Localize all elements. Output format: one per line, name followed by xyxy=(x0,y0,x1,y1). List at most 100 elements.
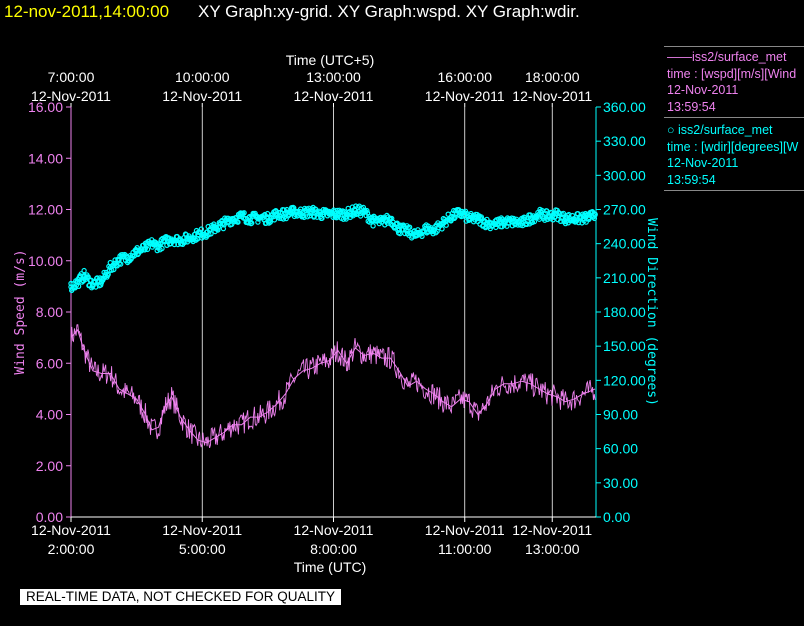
bottom-tick-time: 11:00:00 xyxy=(438,541,492,557)
right-tick-label: 120.00 xyxy=(603,372,646,388)
wdir-point xyxy=(396,226,402,232)
bottom-tick-time: 2:00:00 xyxy=(48,541,95,557)
circle-marker-icon: ○ xyxy=(667,123,679,137)
top-tick-date: 12-Nov-2011 xyxy=(512,88,592,104)
wdir-point xyxy=(518,220,525,226)
wdir-marker xyxy=(311,213,318,219)
left-tick-label: 2.00 xyxy=(36,458,63,474)
wdir-point xyxy=(361,209,367,215)
wdir-point xyxy=(422,226,429,232)
wdir-marker xyxy=(271,217,278,223)
wdir-point xyxy=(536,211,542,217)
legend-wdir-variable: time : [wdir][degrees][W xyxy=(667,139,799,154)
left-tick-label: 8.00 xyxy=(36,304,63,320)
wdir-point xyxy=(142,245,149,251)
wdir-point xyxy=(300,210,306,216)
wdir-point xyxy=(317,211,324,217)
wdir-point xyxy=(457,210,464,216)
right-tick-label: 180.00 xyxy=(603,304,646,320)
wdir-point xyxy=(343,211,350,217)
wdir-marker xyxy=(235,219,241,225)
wdir-marker xyxy=(542,217,548,223)
wdir-marker xyxy=(248,220,255,226)
x-gridlines xyxy=(201,107,553,517)
wdir-point xyxy=(405,228,411,234)
top-tick-date: 12-Nov-2011 xyxy=(425,88,505,104)
legend-wspd-time: 13:59:54 xyxy=(667,99,716,114)
right-tick-label: 90.00 xyxy=(603,407,638,423)
wdir-point xyxy=(98,278,105,284)
wdir-point xyxy=(81,272,87,279)
series-wspd xyxy=(70,324,596,449)
left-tick-label: 4.00 xyxy=(36,407,63,423)
wdir-point xyxy=(256,214,262,221)
right-tick-label: 210.00 xyxy=(603,270,646,286)
wdir-point xyxy=(387,215,394,222)
wdir-marker xyxy=(208,231,214,237)
right-tick-label: 360.00 xyxy=(603,99,646,115)
legend-wspd-series: ——iss2/surface_met xyxy=(667,50,787,64)
wdir-marker xyxy=(575,219,582,226)
right-tick-label: 240.00 xyxy=(603,236,646,252)
wdir-marker xyxy=(241,210,247,216)
left-axis-ticks: 0.00 2.00 4.00 6.00 8.00 10.00 12.00 14.00 16.00 xyxy=(28,99,71,525)
wdir-point xyxy=(466,215,472,222)
wdir-point xyxy=(527,215,534,222)
legend-wdir-time: 13:59:54 xyxy=(667,172,716,187)
wdir-point xyxy=(221,220,227,226)
right-tick-label: 60.00 xyxy=(603,441,638,457)
wdir-point xyxy=(571,215,577,222)
wdir-point xyxy=(308,209,315,215)
wdir-marker xyxy=(117,261,124,267)
wdir-point xyxy=(562,215,569,222)
wdir-marker xyxy=(68,280,74,287)
wdir-point xyxy=(448,213,455,219)
wdir-point xyxy=(413,232,420,239)
left-axis-title: Wind Speed (m/s) xyxy=(13,249,28,374)
wdir-point xyxy=(133,248,140,255)
wdir-point xyxy=(247,215,254,222)
series-wdir xyxy=(68,203,598,294)
wdir-point xyxy=(273,211,280,217)
wdir-point xyxy=(492,221,499,227)
wdir-point xyxy=(580,215,586,222)
right-tick-label: 30.00 xyxy=(603,475,638,491)
wdir-point xyxy=(230,215,236,222)
bottom-tick-date: 12-Nov-2011 xyxy=(294,522,374,538)
wdir-point xyxy=(265,215,271,222)
wdir-point xyxy=(370,218,376,224)
legend-wspd-variable: time : [wspd][m/s][Wind xyxy=(667,66,797,81)
wdir-point xyxy=(90,282,96,288)
wdir-point xyxy=(203,229,210,235)
wdir-marker xyxy=(154,247,160,254)
wdir-point xyxy=(440,220,446,226)
series-layer xyxy=(68,203,598,449)
wdir-point xyxy=(116,256,122,263)
wdir-point xyxy=(177,237,184,243)
right-axis: 0.00 30.00 60.00 90.00 120.00 150.00 180.00 210… xyxy=(595,99,659,525)
wdir-marker xyxy=(397,230,403,237)
wdir-marker xyxy=(182,239,188,245)
legend-wdir-date: 12-Nov-2011 xyxy=(667,156,739,170)
wdir-marker xyxy=(190,238,196,245)
wdir-point xyxy=(168,236,175,242)
wdir-marker xyxy=(560,210,567,217)
wdir-point xyxy=(378,219,385,225)
wdir-point xyxy=(475,215,481,222)
wdir-marker xyxy=(524,221,530,227)
bottom-tick-date: 12-Nov-2011 xyxy=(31,522,111,538)
wspd-noise-trace xyxy=(70,324,596,449)
wspd-line xyxy=(70,328,596,444)
graph-titles: XY Graph:xy-grid. XY Graph:wspd. XY Grap… xyxy=(198,2,580,21)
bottom-axis-title: Time (UTC) xyxy=(294,559,367,575)
top-tick-date: 12-Nov-2011 xyxy=(294,88,374,104)
wdir-point xyxy=(125,254,131,260)
wdir-point xyxy=(238,213,245,219)
top-tick-time: 16:00:00 xyxy=(438,69,493,85)
left-tick-label: 16.00 xyxy=(28,99,63,115)
wdir-point xyxy=(149,240,155,247)
left-tick-label: 14.00 xyxy=(28,150,63,166)
wdir-point xyxy=(282,211,289,217)
wdir-point xyxy=(586,214,593,221)
